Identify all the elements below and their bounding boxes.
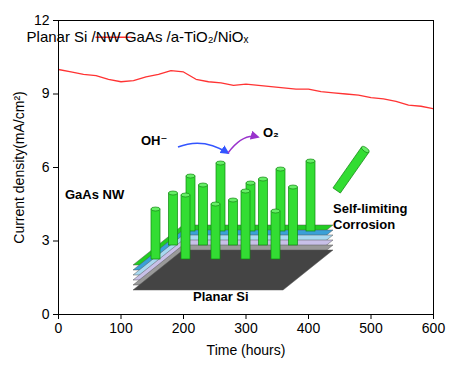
svg-text:12: 12 [34, 12, 50, 28]
svg-text:400: 400 [297, 320, 321, 336]
svg-text:0: 0 [55, 320, 63, 336]
svg-text:200: 200 [172, 320, 196, 336]
svg-text:Time (hours): Time (hours) [207, 342, 286, 358]
svg-text:6: 6 [42, 159, 50, 175]
svg-text:3: 3 [42, 232, 50, 248]
svg-text:OH⁻: OH⁻ [141, 133, 167, 148]
svg-text:Self-limitingCorrosion: Self-limitingCorrosion [333, 201, 407, 232]
svg-text:Planar Si /NW GaAs /a-TiO₂/NiO: Planar Si /NW GaAs /a-TiO₂/NiOₓ [27, 28, 249, 45]
svg-text:Planar Si: Planar Si [193, 289, 249, 304]
svg-text:Current density(mA/cm²): Current density(mA/cm²) [11, 91, 27, 243]
svg-text:500: 500 [359, 320, 383, 336]
svg-text:9: 9 [42, 85, 50, 101]
svg-text:O₂: O₂ [263, 125, 279, 140]
svg-text:600: 600 [422, 320, 446, 336]
svg-text:0: 0 [42, 306, 50, 322]
svg-text:GaAs NW: GaAs NW [65, 187, 125, 202]
svg-text:100: 100 [109, 320, 133, 336]
svg-text:300: 300 [234, 320, 258, 336]
